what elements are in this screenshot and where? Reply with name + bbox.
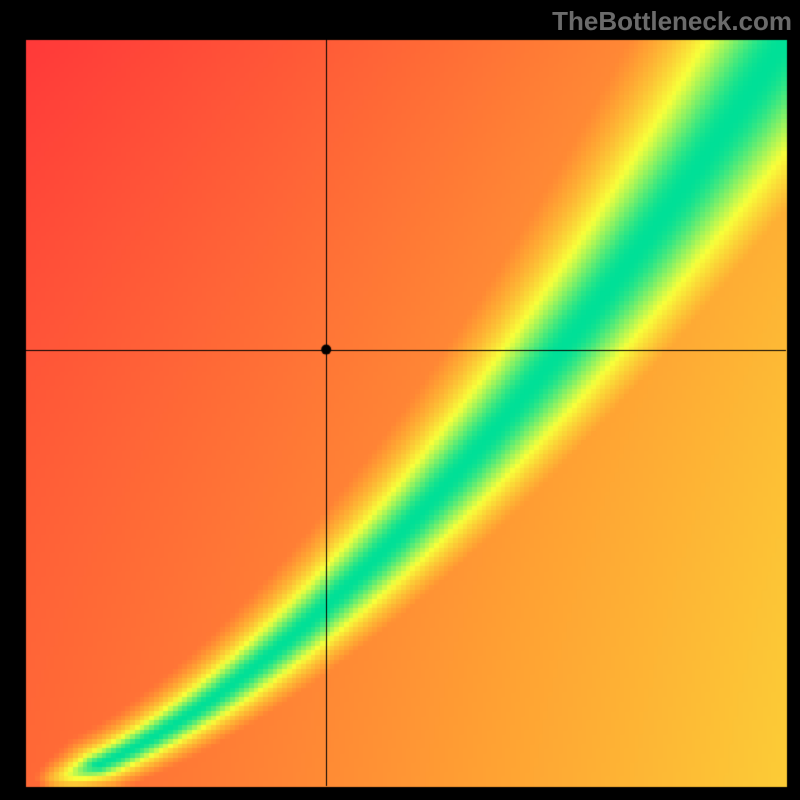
bottleneck-heatmap <box>0 0 800 800</box>
watermark-text: TheBottleneck.com <box>552 6 792 37</box>
